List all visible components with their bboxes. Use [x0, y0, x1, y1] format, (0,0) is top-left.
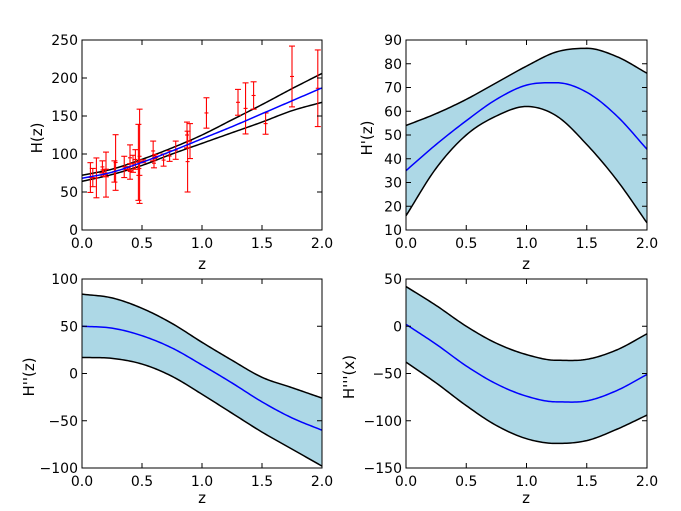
panel-dh-ytick-label: 40 [384, 152, 402, 168]
panel-d2h-xtick-label: 2.0 [311, 474, 333, 490]
panel-h: H(z) z 0.0 0.5 1.0 1.5 2.0 0 50 100 150 200 250 [28, 33, 333, 273]
panel-h-plot-area [81, 45, 323, 204]
panel-dh-upper-bound-line [405, 47, 648, 127]
panel-dh-xtick-label: 0.5 [455, 236, 477, 252]
panel-d3h-ytick-label: −150 [364, 461, 402, 477]
panel-dh-ytick-label: 60 [384, 104, 402, 120]
errorbar-point [132, 149, 139, 170]
errorbar-point [184, 121, 190, 149]
panel-dh-lower-bound-line [405, 105, 648, 224]
panel-dh-ytick-label: 80 [384, 57, 402, 73]
errorbar-point [242, 82, 249, 135]
panel-d3h-xlabel: z [522, 489, 530, 507]
panel-d3h-upper-bound-line [405, 285, 648, 362]
panel-d3h-ytick-label: −50 [372, 367, 402, 383]
panel-h-xtick-label: 0.5 [131, 236, 153, 252]
panel-d2h-xtick-label: 0.5 [131, 474, 153, 490]
panel-d2h-xlabel: z [198, 489, 206, 507]
panel-dh-ytick-label: 70 [384, 81, 402, 97]
errorbar-point [289, 45, 295, 108]
panel-d2h-lower-bound-line [81, 356, 323, 467]
panel-dh: H'(z) z 0.0 0.5 1.0 1.5 2.0 10 20 30 40 50 60 70 80 9… [358, 33, 658, 273]
panel-h-ytick-label: 250 [51, 33, 78, 49]
panel-dh-xlabel: z [522, 255, 530, 273]
panel-dh-ylabel: H'(z) [358, 121, 376, 156]
panel-d2h-ytick-label: 50 [60, 319, 78, 335]
panel-h-xtick-label: 0.0 [71, 236, 93, 252]
panel-dh-ytick-label: 30 [384, 176, 402, 192]
panel-d2h-xtick-label: 1.5 [251, 474, 273, 490]
panel-h-xtick-label: 2.0 [311, 236, 333, 252]
panel-dh-xtick-label: 2.0 [636, 236, 658, 252]
panel-d3h-xtick-label: 0.5 [455, 474, 477, 490]
panel-h-upper-bound-line [81, 72, 323, 177]
panel-h-xtick-label: 1.5 [251, 236, 273, 252]
errorbar-point [136, 108, 143, 204]
panel-d3h: H'''(x) z 0.0 0.5 1.0 1.5 2.0 −150 −100 −50 0 50 [340, 272, 658, 507]
panel-h-lower-bound-line [81, 101, 323, 183]
panel-d3h-xtick-label: 0.0 [395, 474, 417, 490]
panel-h-mean-line [81, 87, 323, 180]
panel-dh-ytick-label: 20 [384, 199, 402, 215]
panel-d2h-ytick-label: −100 [40, 461, 78, 477]
panel-h-xtick-label: 1.0 [191, 236, 213, 252]
panel-d2h-mean-line [81, 325, 323, 431]
panel-d2h-plot-area [81, 293, 323, 467]
panel-dh-xtick-label: 1.5 [576, 236, 598, 252]
panel-d2h-xtick-label: 0.0 [71, 474, 93, 490]
errorbar-point [235, 88, 241, 116]
panel-d3h-plot-area [405, 285, 648, 445]
panel-h-ylabel: H(z) [28, 123, 46, 154]
panel-dh-ytick-label: 50 [384, 128, 402, 144]
panel-d2h-confidence-band [82, 294, 322, 467]
panel-h-ytick-label: 200 [51, 71, 78, 87]
panel-d3h-xtick-label: 1.5 [576, 474, 598, 490]
errorbar-point [203, 97, 210, 129]
panel-d2h-upper-bound-line [81, 293, 323, 399]
errorbar-point [187, 123, 193, 160]
panel-d2h-xtick-label: 1.0 [191, 474, 213, 490]
panel-d2h-ytick-label: 0 [69, 367, 78, 383]
panel-h-xlabel: z [198, 255, 206, 273]
panel-dh-ytick-label: 90 [384, 33, 402, 49]
panel-h-ytick-label: 50 [60, 185, 78, 201]
panel-d3h-ytick-label: −100 [364, 414, 402, 430]
panel-d2h-ytick-label: −50 [48, 414, 78, 430]
errorbar-point [314, 49, 321, 128]
errorbar-point [112, 134, 119, 191]
panel-dh-xtick-label: 1.0 [515, 236, 537, 252]
panel-d3h-ytick-label: 0 [393, 319, 402, 335]
panel-dh-xtick-label: 0.0 [395, 236, 417, 252]
panel-d3h-confidence-band [406, 286, 647, 444]
panel-dh-ytick-label: 10 [384, 223, 402, 239]
panel-d3h-xtick-label: 2.0 [636, 474, 658, 490]
panel-d3h-mean-line [405, 323, 648, 403]
errorbar-point [93, 157, 100, 199]
panel-d2h: H''(z) z 0.0 0.5 1.0 1.5 2.0 −100 −50 0 50 100 [20, 272, 333, 507]
panel-d3h-ytick-label: 50 [384, 272, 402, 288]
panel-h-ytick-label: 100 [51, 147, 78, 163]
panel-d3h-xtick-label: 1.0 [515, 474, 537, 490]
panel-h-ytick-label: 150 [51, 109, 78, 125]
errorbar-point [250, 81, 257, 110]
panel-dh-plot-area [405, 47, 648, 224]
panel-dh-mean-line [405, 81, 648, 172]
panel-d3h-ylabel: H'''(x) [340, 355, 358, 399]
panel-h-errorbars [87, 45, 321, 204]
panel-d2h-ylabel: H''(z) [20, 357, 38, 396]
errorbar-point [89, 167, 96, 188]
panel-d3h-lower-bound-line [405, 361, 648, 445]
panel-d2h-ytick-label: 100 [51, 272, 78, 288]
panel-h-ytick-label: 0 [69, 223, 78, 239]
